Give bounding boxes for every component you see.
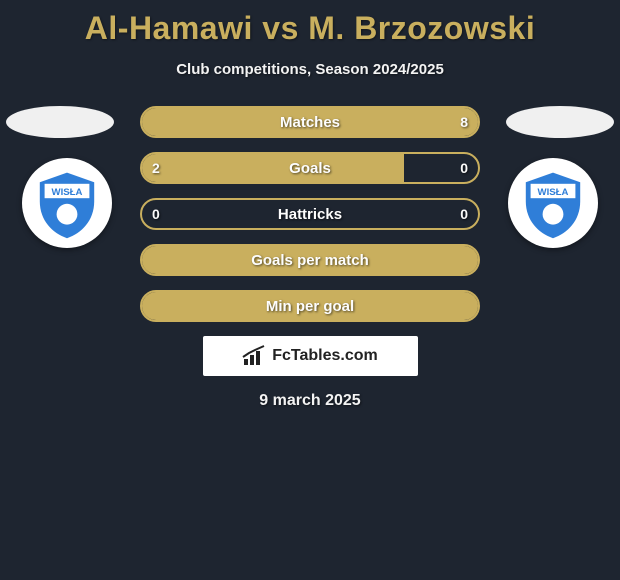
stat-value-right: 8 (460, 114, 468, 130)
shield-icon: WISŁA (27, 163, 107, 243)
svg-text:WISŁA: WISŁA (538, 187, 569, 198)
stat-value-right: 0 (460, 206, 468, 222)
club-badge-right: WISŁA (508, 158, 598, 248)
brand-text: FcTables.com (272, 347, 378, 365)
bar-chart-icon (242, 345, 266, 367)
stat-value-left: 2 (152, 160, 160, 176)
subtitle: Club competitions, Season 2024/2025 (0, 61, 620, 78)
stat-row: 2 Goals 0 (140, 152, 480, 184)
svg-text:WISŁA: WISŁA (52, 187, 83, 198)
brand-badge: FcTables.com (203, 336, 418, 376)
stat-label: Goals (289, 160, 331, 177)
stat-label: Min per goal (266, 298, 354, 315)
stat-fill-left (142, 154, 404, 182)
stat-label: Hattricks (278, 206, 342, 223)
stat-value-right: 0 (460, 160, 468, 176)
stat-row: Matches 8 (140, 106, 480, 138)
player-avatar-right (506, 106, 614, 138)
stat-label: Goals per match (251, 252, 369, 269)
stat-rows: Matches 8 2 Goals 0 0 Hattricks 0 Goals per matc… (140, 106, 480, 322)
stat-label: Matches (280, 114, 340, 131)
comparison-panel: WISŁA WISŁA Matches 8 2 Goals 0 0 Hattricks 0 Go… (0, 106, 620, 410)
stat-row: Goals per match (140, 244, 480, 276)
page-title: Al-Hamawi vs M. Brzozowski (0, 0, 620, 47)
stat-row: Min per goal (140, 290, 480, 322)
date-label: 9 march 2025 (0, 392, 620, 410)
shield-icon: WISŁA (513, 163, 593, 243)
club-badge-left: WISŁA (22, 158, 112, 248)
stat-value-left: 0 (152, 206, 160, 222)
player-avatar-left (6, 106, 114, 138)
stat-row: 0 Hattricks 0 (140, 198, 480, 230)
